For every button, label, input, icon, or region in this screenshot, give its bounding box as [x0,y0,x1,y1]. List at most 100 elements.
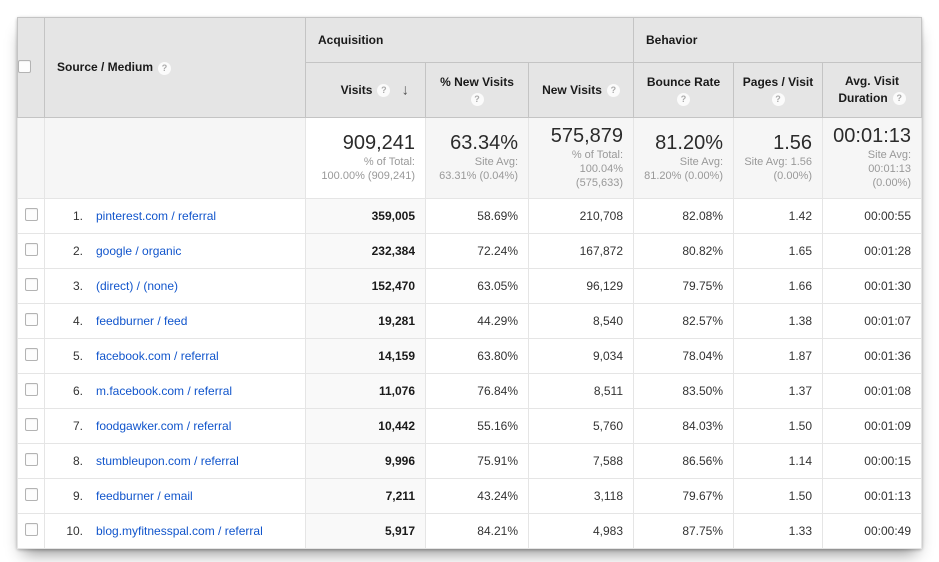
row-source-cell: 1. pinterest.com / referral [44,198,306,234]
cell-pages-visit: 1.33 [733,513,824,549]
source-medium-link[interactable]: stumbleupon.com / referral [96,454,239,468]
cell-visits: 7,211 [305,478,426,514]
pages-visit-value: 1.33 [788,524,813,538]
table-row: 1. pinterest.com / referral 359,005 58.69… [17,198,923,234]
source-medium-link[interactable]: feedburner / feed [96,314,188,328]
visits-value: 19,281 [378,314,415,328]
summary-avg-visit-duration-value: 00:01:13 [833,125,912,147]
bounce-rate-value: 84.03% [682,419,724,433]
help-icon[interactable]: ? [606,83,620,97]
cell-visits: 152,470 [305,268,426,304]
new-visits-value: 7,588 [592,454,624,468]
row-checkbox[interactable] [24,418,38,431]
cell-visits: 232,384 [305,233,426,269]
avg-visit-duration-value: 00:01:13 [864,489,912,503]
pages-visit-value: 1.65 [788,244,813,258]
help-icon[interactable]: ? [377,83,391,97]
pages-visit-value: 1.50 [788,419,813,433]
cell-pages-visit: 1.38 [733,303,824,339]
summary-avg-visit-duration-sub1: Site Avg: [867,149,912,161]
summary-row: 909,241 % of Total: 100.00% (909,241) 63… [17,117,923,199]
cell-new-visits: 5,760 [527,408,635,444]
row-checkbox-cell [17,373,45,409]
row-rank: 4. [72,314,83,328]
row-checkbox[interactable] [24,313,38,326]
pct-new-visits-value: 75.91% [477,454,518,468]
source-medium-link[interactable]: (direct) / (none) [96,279,179,293]
column-header-new-visits[interactable]: New Visits? [527,62,635,118]
source-medium-link[interactable]: m.facebook.com / referral [96,384,233,398]
source-medium-link[interactable]: pinterest.com / referral [96,209,217,223]
summary-visits-value: 909,241 [342,132,415,154]
avg-visit-duration-value: 00:01:30 [864,279,912,293]
pages-visit-label: Pages / Visit [742,75,814,89]
row-checkbox[interactable] [24,383,38,396]
avg-visit-duration-value: 00:01:09 [864,419,912,433]
source-medium-link[interactable]: feedburner / email [96,489,193,503]
row-checkbox[interactable] [24,208,38,221]
column-header-bounce-rate[interactable]: Bounce Rate ? [633,62,735,118]
cell-pct-new-visits: 84.21% [425,513,529,549]
row-checkbox[interactable] [24,278,38,291]
table-row: 7. foodgawker.com / referral 10,442 55.16… [17,408,923,444]
column-header-pct-new-visits[interactable]: % New Visits ? [425,62,529,118]
cell-new-visits: 9,034 [527,338,635,374]
pct-new-visits-value: 58.69% [477,209,518,223]
summary-visits: 909,241 % of Total: 100.00% (909,241) [305,117,426,199]
behavior-label: Behavior [646,33,698,47]
row-checkbox-cell [17,443,45,479]
row-checkbox[interactable] [24,348,38,361]
column-header-source-medium[interactable]: Source / Medium? [44,17,306,118]
row-checkbox[interactable] [24,488,38,501]
source-medium-link[interactable]: blog.myfitnesspal.com / referral [96,524,263,538]
cell-pct-new-visits: 75.91% [425,443,529,479]
table-row: 3. (direct) / (none) 152,470 63.05% 96,12… [17,268,923,304]
row-source-cell: 9. feedburner / email [44,478,306,514]
summary-pct-new-visits-sub2: 63.31% (0.04%) [439,170,518,182]
row-source-cell: 6. m.facebook.com / referral [44,373,306,409]
help-icon[interactable]: ? [158,61,172,75]
source-medium-link[interactable]: foodgawker.com / referral [96,419,232,433]
help-icon[interactable]: ? [771,93,785,106]
cell-pages-visit: 1.42 [733,198,824,234]
select-all-checkbox[interactable] [18,59,31,73]
bounce-rate-value: 87.75% [682,524,724,538]
summary-avg-visit-duration: 00:01:13 Site Avg: 00:01:13 (0.00%) [822,117,923,199]
sort-descending-icon[interactable]: ↓ [401,81,410,99]
cell-pages-visit: 1.14 [733,443,824,479]
column-header-avg-visit-duration[interactable]: Avg. Visit Duration? [822,62,923,118]
cell-pct-new-visits: 58.69% [425,198,529,234]
bounce-rate-label: Bounce Rate [646,75,721,89]
row-checkbox[interactable] [24,243,38,256]
column-header-pages-visit[interactable]: Pages / Visit ? [733,62,824,118]
cell-new-visits: 4,983 [527,513,635,549]
cell-visits: 359,005 [305,198,426,234]
summary-bounce-rate-sub1: Site Avg: [679,156,724,168]
help-icon[interactable]: ? [677,93,691,106]
pages-visit-value: 1.66 [788,279,813,293]
summary-new-visits: 575,879 % of Total: 100.04% (575,633) [527,117,635,199]
summary-pages-visit-sub2: (0.00%) [773,170,813,182]
bounce-rate-value: 86.56% [682,454,724,468]
column-header-visits[interactable]: Visits? ↓ [305,62,426,118]
source-medium-link[interactable]: google / organic [96,244,182,258]
row-rank: 8. [72,454,83,468]
table-row: 9. feedburner / email 7,211 43.24% 3,118 … [17,478,923,514]
cell-bounce-rate: 79.75% [633,268,735,304]
row-checkbox[interactable] [24,523,38,536]
bounce-rate-value: 79.67% [682,489,724,503]
pages-visit-value: 1.37 [788,384,813,398]
help-icon[interactable]: ? [892,92,906,106]
cell-pages-visit: 1.66 [733,268,824,304]
bounce-rate-value: 83.50% [682,384,724,398]
row-rank: 2. [72,244,83,258]
cell-avg-visit-duration: 00:00:55 [822,198,923,234]
cell-pct-new-visits: 72.24% [425,233,529,269]
row-checkbox[interactable] [24,453,38,466]
pct-new-visits-value: 72.24% [477,244,518,258]
help-icon[interactable]: ? [470,93,484,106]
cell-avg-visit-duration: 00:00:49 [822,513,923,549]
cell-bounce-rate: 84.03% [633,408,735,444]
source-medium-link[interactable]: facebook.com / referral [96,349,219,363]
row-source-cell: 7. foodgawker.com / referral [44,408,306,444]
